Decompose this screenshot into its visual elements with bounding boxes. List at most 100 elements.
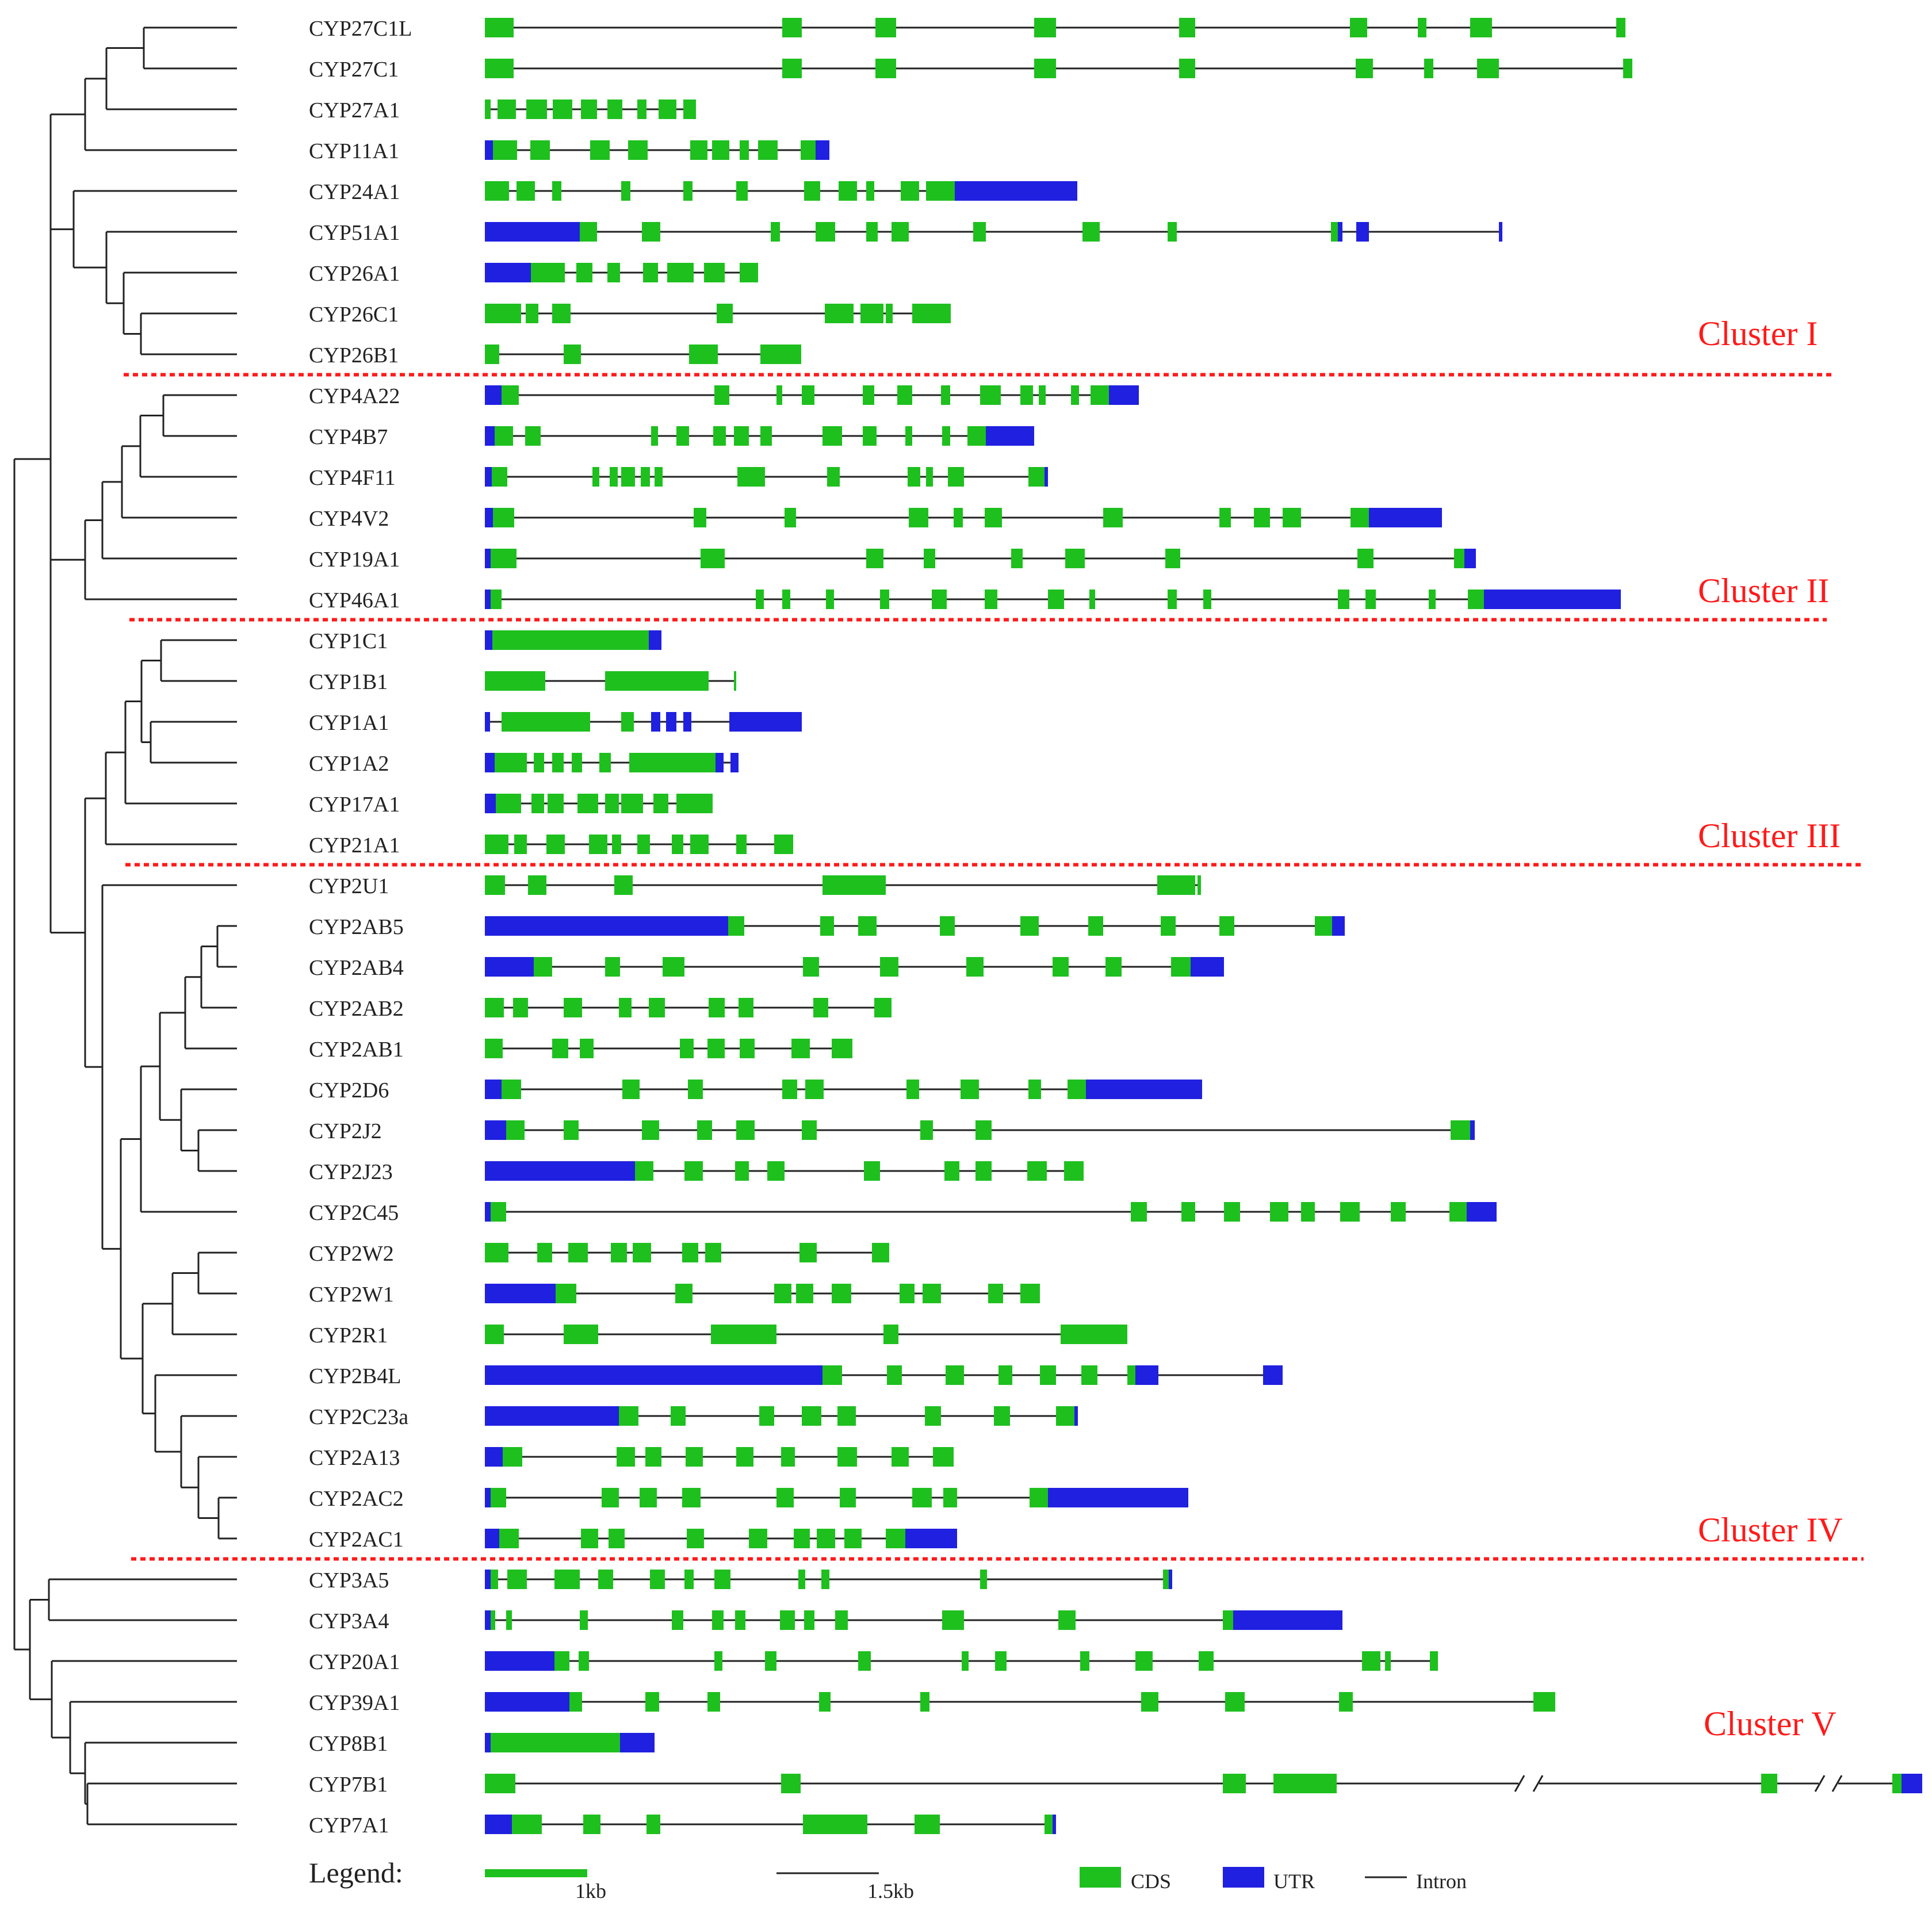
cds-exon	[1892, 1774, 1902, 1793]
gene-structure-cyp4v2	[485, 508, 1442, 527]
utr-segment	[1484, 590, 1621, 609]
scale-label-1-5kb: 1.5kb	[867, 1880, 914, 1903]
cds-exon	[684, 1161, 703, 1181]
gene-structure-cyp2ab1	[485, 1039, 852, 1058]
cluster-label-i: Cluster I	[1698, 315, 1818, 353]
cds-exon	[961, 1080, 979, 1099]
utr-segment	[485, 385, 502, 405]
axis-break-gap	[1518, 1778, 1539, 1789]
cds-exon	[756, 590, 764, 609]
utr-segment	[485, 1733, 491, 1752]
gene-structure-cyp27c1	[485, 59, 1632, 78]
cds-exon	[525, 426, 541, 446]
gene-name-cyp2ac1: CYP2AC1	[309, 1528, 404, 1552]
cds-exon	[485, 875, 505, 895]
utr-segment	[649, 630, 661, 650]
cluster-labels: Cluster I Cluster II Cluster III Cluster…	[1698, 315, 1843, 1743]
cds-exon	[1181, 1202, 1195, 1222]
cds-exon	[622, 1080, 640, 1099]
cds-exon	[683, 181, 693, 201]
cds-exon	[1616, 18, 1625, 37]
utr-segment	[1169, 1570, 1172, 1589]
cds-exon	[1071, 385, 1079, 405]
cds-exon	[633, 1243, 651, 1262]
cds-exon	[825, 304, 854, 323]
cds-exon	[589, 835, 607, 854]
utr-segment	[485, 508, 493, 527]
cds-exon	[782, 590, 790, 609]
cds-exon	[1203, 590, 1211, 609]
cds-exon	[794, 1529, 810, 1548]
cds-exon	[491, 1488, 506, 1507]
cds-exon	[736, 181, 748, 201]
cds-exon	[684, 1570, 694, 1589]
cds-exon	[1301, 1202, 1315, 1222]
cds-exon	[704, 263, 725, 282]
cds-exon	[926, 467, 933, 487]
utr-segment	[485, 263, 531, 282]
cds-exon	[637, 835, 650, 854]
gene-name-cyp24a1: CYP24A1	[309, 180, 400, 204]
cds-exon	[676, 794, 713, 813]
cds-exon	[909, 508, 928, 527]
gene-name-cyp3a4: CYP3A4	[309, 1609, 389, 1633]
cds-exon	[802, 1120, 817, 1140]
cds-exon	[592, 467, 599, 487]
cds-exon	[713, 426, 726, 446]
cds-exon	[694, 508, 706, 527]
gene-name-cyp11a1: CYP11A1	[309, 139, 399, 163]
gene-name-cyp2ab2: CYP2AB2	[309, 997, 404, 1021]
cds-exon	[980, 385, 1001, 405]
cluster-label-v: Cluster V	[1704, 1705, 1837, 1743]
cds-exon	[863, 385, 874, 405]
cds-exon	[576, 263, 592, 282]
gene-name-cyp2r1: CYP2R1	[309, 1323, 388, 1348]
gene-name-cyp2c45: CYP2C45	[309, 1201, 399, 1225]
cds-exon	[1034, 59, 1056, 78]
cds-exon	[491, 590, 502, 609]
cds-exon	[577, 794, 598, 813]
gene-structure-cyp20a1	[485, 1651, 1438, 1671]
cds-exon	[485, 1243, 508, 1262]
gene-structure-cyp2ab4	[485, 957, 1224, 977]
cds-exon	[1224, 1202, 1240, 1222]
cds-exon	[526, 99, 547, 119]
cds-exon	[880, 590, 889, 609]
axis-break-mark	[1814, 1775, 1843, 1792]
cds-exon	[619, 1406, 638, 1426]
gene-name-cyp2a13: CYP2A13	[309, 1446, 400, 1470]
cds-exon	[502, 712, 590, 732]
cds-exon	[897, 385, 912, 405]
cds-exon	[580, 1039, 594, 1058]
gene-name-cyp2j2: CYP2J2	[309, 1119, 382, 1143]
cds-exon	[552, 181, 561, 201]
cds-exon	[583, 1815, 600, 1834]
cds-exon	[1053, 957, 1069, 977]
axis-break-slash	[1532, 1775, 1544, 1792]
cds-exon	[776, 385, 782, 405]
gene-structure-cyp19a1	[485, 549, 1476, 568]
cds-exon	[822, 426, 842, 446]
gene-name-cyp2w2: CYP2W2	[309, 1242, 394, 1266]
utr-segment	[683, 712, 691, 732]
cds-exon	[621, 794, 643, 813]
cds-exon	[774, 835, 793, 854]
cds-exon	[1141, 1692, 1158, 1712]
cds-exon	[1339, 1692, 1353, 1712]
cds-exon	[864, 1161, 880, 1181]
cds-exon	[1091, 385, 1109, 405]
cds-exon	[617, 1447, 635, 1467]
cds-exon	[491, 1610, 495, 1630]
cds-exon	[1056, 1406, 1074, 1426]
cds-exon	[553, 99, 572, 119]
cds-exon	[822, 875, 886, 895]
cds-exon	[642, 222, 660, 242]
cds-exon	[709, 998, 725, 1017]
cds-exon	[675, 1284, 693, 1303]
cds-exon	[728, 916, 744, 936]
cds-exon	[892, 222, 909, 242]
cds-exon	[611, 1243, 627, 1262]
gene-name-cyp2c23a: CYP2C23a	[309, 1405, 408, 1429]
cds-exon	[781, 1774, 801, 1793]
